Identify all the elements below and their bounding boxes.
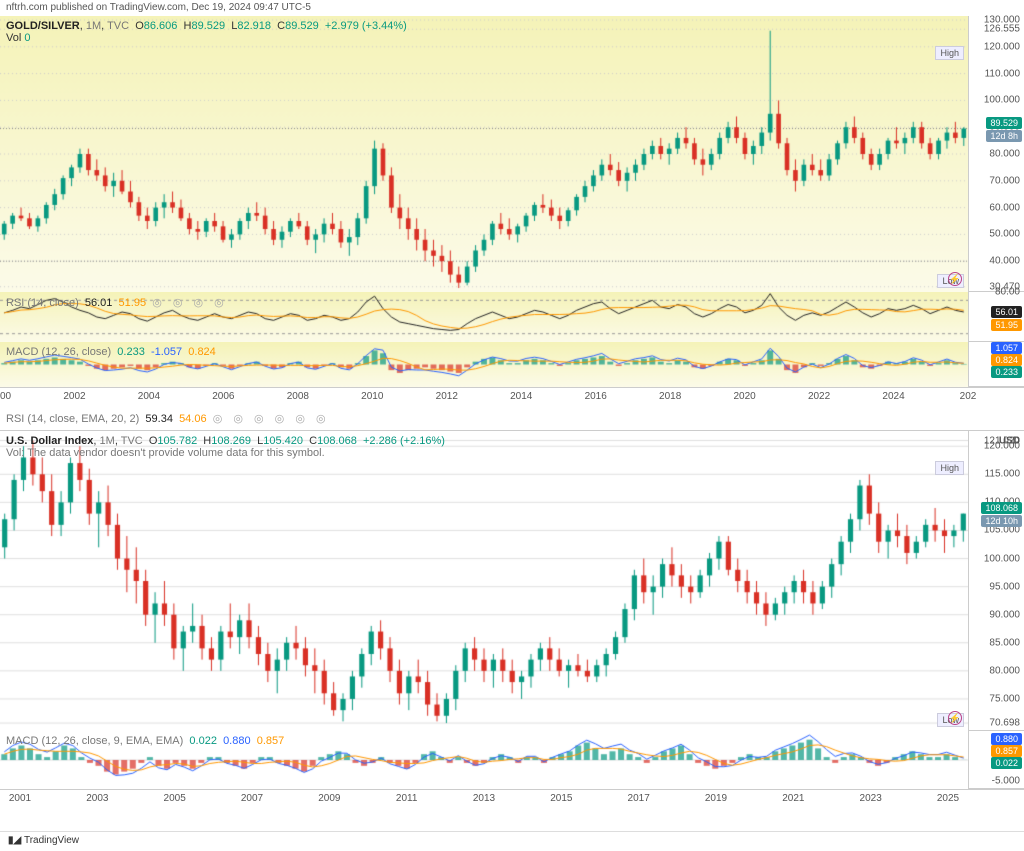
footer: ▮◢ TradingView — [0, 831, 1024, 851]
bottom-price-panel[interactable]: U.S. Dollar Index, 1M, TVC O105.782 H108… — [0, 431, 1024, 731]
rsi-visibility-icons[interactable]: ◎ ◎ ◎ ◎ — [152, 297, 228, 309]
time-axis-bottom[interactable]: 2001200320052007200920112013201520172019… — [0, 789, 1024, 809]
top-price-canvas[interactable] — [0, 16, 968, 292]
bottom-price-axis[interactable]: USD70.69875.00080.00085.00090.00095.0001… — [968, 431, 1024, 730]
panel-logo-icon[interactable]: ⚡ — [948, 272, 962, 286]
divider-visibility-icons[interactable]: ◎ ◎ ◎ ◎ ◎ ◎ — [213, 413, 330, 425]
macd-panel-1[interactable]: MACD (12, 26, close) 0.233 -1.057 0.824 … — [0, 342, 1024, 387]
macd2-axis[interactable]: 0.8800.8570.022-5.000 — [968, 731, 1024, 788]
high-label-bot: High — [935, 461, 964, 475]
top-price-axis[interactable]: 30.47040.00050.00060.00070.00080.00090.0… — [968, 16, 1024, 291]
macd2-legend: MACD (12, 26, close, 9, EMA, EMA) 0.022 … — [6, 735, 284, 747]
macd-panel-2[interactable]: MACD (12, 26, close, 9, EMA, EMA) 0.022 … — [0, 731, 1024, 789]
divider-legend-row: RSI (14, close, EMA, 20, 2) 59.34 54.06 … — [0, 407, 1024, 431]
rsi1-axis[interactable]: 80.0056.0151.95 — [968, 292, 1024, 341]
time-axis-top[interactable]: 2000200220042006200820102012201420162018… — [0, 387, 1024, 407]
bottom-legend: U.S. Dollar Index, 1M, TVC O105.782 H108… — [6, 435, 445, 459]
rsi-panel-1[interactable]: RSI (14, close) 56.01 51.95 ◎ ◎ ◎ ◎ 80.0… — [0, 292, 1024, 342]
publish-source: nftrh.com published on TradingView.com, … — [6, 2, 311, 13]
macd1-legend: MACD (12, 26, close) 0.233 -1.057 0.824 — [6, 346, 216, 358]
macd1-axis[interactable]: 1.0570.8240.233 — [968, 342, 1024, 386]
top-price-panel[interactable]: GOLD/SILVER, 1M, TVC O86.606 H89.529 L82… — [0, 16, 1024, 292]
panel-logo-icon-bot[interactable]: ⚡ — [948, 711, 962, 725]
bottom-price-canvas[interactable] — [0, 431, 968, 731]
top-legend: GOLD/SILVER, 1M, TVC O86.606 H89.529 L82… — [6, 20, 407, 44]
rsi1-legend: RSI (14, close) 56.01 51.95 ◎ ◎ ◎ ◎ — [6, 296, 228, 309]
footer-logo-text: TradingView — [24, 835, 79, 846]
publish-header: nftrh.com published on TradingView.com, … — [0, 0, 1024, 16]
high-label: High — [935, 46, 964, 60]
